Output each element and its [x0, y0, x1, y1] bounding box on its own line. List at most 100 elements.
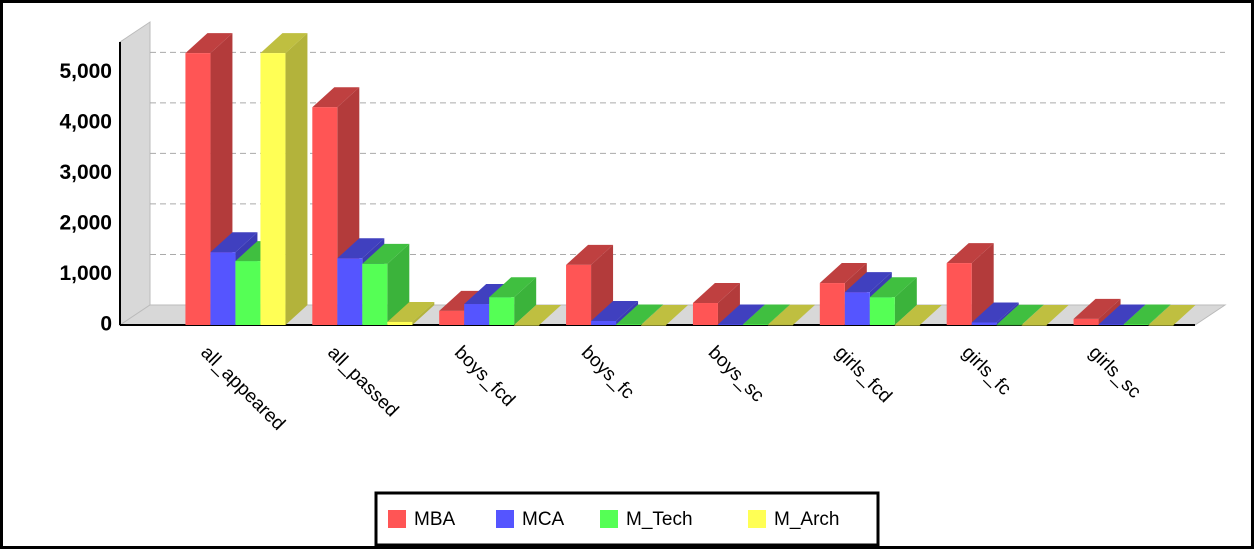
bar — [641, 305, 689, 326]
bar-side — [971, 243, 994, 325]
bar-front — [439, 310, 465, 325]
bar — [387, 301, 435, 325]
bar-front — [312, 107, 338, 325]
bar-front — [767, 324, 793, 326]
bar — [692, 283, 740, 325]
bar — [971, 302, 1019, 325]
bar — [514, 305, 562, 326]
bar-top — [312, 87, 360, 108]
bar-side — [792, 304, 815, 325]
bar-top — [717, 304, 765, 325]
bar-side — [1098, 298, 1121, 325]
bar-front — [717, 324, 743, 325]
bar-top — [641, 305, 689, 325]
bar — [616, 304, 664, 325]
bar-top — [692, 283, 740, 304]
bar-top — [946, 243, 994, 264]
y-tick-label: 3,000 — [59, 161, 112, 184]
bar-side — [412, 301, 435, 325]
bar-front — [210, 252, 236, 325]
bar-front — [971, 322, 997, 325]
bar — [566, 244, 614, 325]
bar-side — [894, 277, 917, 325]
legend-swatch — [388, 510, 406, 528]
bar-front — [185, 53, 211, 325]
bar-front — [641, 325, 667, 326]
bar-front — [1148, 325, 1174, 326]
bar — [946, 243, 994, 325]
bar-top — [185, 33, 233, 54]
bar-side — [591, 244, 614, 325]
bar-front — [362, 263, 388, 325]
legend-swatch — [748, 510, 766, 528]
bar-side — [616, 300, 639, 325]
bar-side — [1148, 304, 1171, 325]
bar-top — [566, 244, 614, 265]
legend-label: M_Arch — [774, 509, 839, 530]
bar-side — [514, 277, 537, 325]
bar-top — [971, 302, 1019, 323]
bar — [996, 304, 1044, 326]
bar-front — [616, 324, 642, 325]
bar-top — [869, 277, 917, 298]
bar-top — [742, 304, 790, 325]
bar-front — [489, 297, 515, 325]
bar — [1123, 304, 1171, 325]
bar-front — [1098, 324, 1124, 325]
bar-side — [1021, 304, 1044, 325]
bar — [1021, 305, 1069, 326]
bar-top — [1073, 298, 1121, 319]
bar — [869, 277, 917, 325]
bar — [767, 304, 815, 326]
bar-front — [464, 304, 490, 325]
bar — [1148, 305, 1196, 326]
bar-side — [641, 304, 664, 325]
bar-top — [260, 33, 308, 54]
bar-front — [387, 321, 413, 325]
bar-front — [337, 258, 363, 325]
bar-top — [362, 243, 410, 264]
bar-top — [514, 305, 562, 325]
bar-top — [337, 238, 385, 259]
legend-box — [374, 491, 880, 547]
bar — [362, 243, 410, 325]
bar-side — [387, 243, 410, 325]
bar-front — [1073, 318, 1099, 325]
bar-top — [1021, 305, 1069, 325]
bar-top — [210, 232, 258, 253]
legend-swatch — [496, 510, 514, 528]
y-tick-label: 2,000 — [59, 211, 112, 234]
bar-front — [692, 303, 718, 325]
bar-front — [591, 320, 617, 325]
bar-front — [946, 263, 972, 325]
bar-front — [844, 292, 870, 325]
bar-top — [1123, 304, 1171, 325]
bar-top — [387, 301, 435, 322]
bar-top — [591, 300, 639, 321]
bar-front — [566, 264, 592, 325]
bar-front — [1021, 325, 1047, 326]
side-wall — [119, 21, 151, 326]
bar-front — [742, 324, 768, 325]
bar-top — [819, 263, 867, 284]
bar — [260, 33, 308, 325]
legend-label: MBA — [414, 509, 456, 530]
bar-top — [767, 304, 815, 325]
y-tick-label: 1,000 — [59, 262, 112, 285]
bar-top — [1148, 305, 1196, 325]
bar-front — [894, 325, 920, 326]
bar-side — [285, 33, 308, 325]
bar-top — [1098, 304, 1146, 325]
legend-label: M_Tech — [626, 509, 693, 530]
bar-front — [869, 297, 895, 325]
bar — [591, 300, 639, 325]
bar-side — [996, 302, 1019, 325]
bar-front — [1123, 324, 1149, 325]
legend-label: MCA — [522, 509, 565, 530]
bar-front — [260, 53, 286, 325]
y-tick-label: 4,000 — [59, 110, 112, 133]
bar-front — [819, 283, 845, 325]
bar — [1073, 298, 1121, 325]
bar-front — [235, 261, 261, 325]
